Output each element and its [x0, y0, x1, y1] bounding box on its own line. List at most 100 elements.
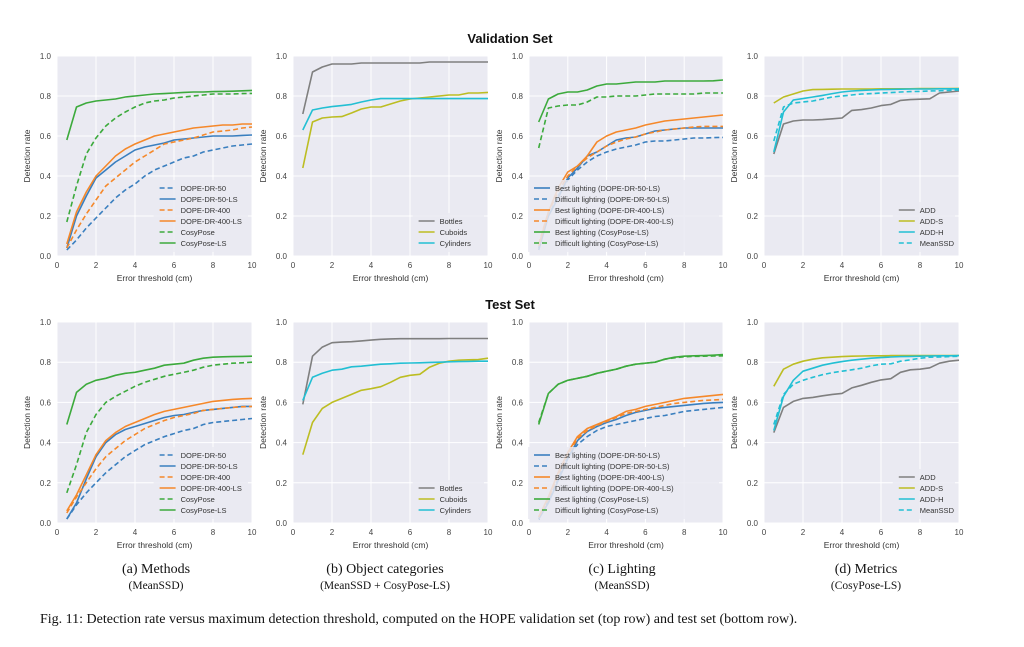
legend-label: Best lighting (DOPE-DR-50-LS): [555, 451, 661, 460]
x-tick-label: 6: [172, 261, 177, 270]
legend: DOPE-DR-50 DOPE-DR-50-LS DOPE-DR-400 DOPE-D…: [153, 180, 248, 252]
y-axis-label: Detection rate: [258, 396, 268, 449]
legend-label: DOPE-DR-50: [181, 184, 226, 193]
x-tick-label: 8: [682, 528, 687, 537]
y-tick-label: 1.0: [512, 318, 524, 327]
y-tick-label: 0.2: [747, 479, 759, 488]
x-tick-label: 2: [566, 261, 571, 270]
legend-box: [528, 180, 719, 252]
legend: Bottles Cuboids Cylinders: [412, 480, 484, 519]
y-tick-label: 0.0: [512, 519, 524, 528]
subplot-caption-a-title: (a) Methods: [121, 562, 191, 577]
legend-label: Cuboids: [440, 228, 468, 237]
x-tick-label: 4: [369, 528, 374, 537]
subplot-caption-a: (a) Methods (MeanSSD): [122, 562, 190, 592]
x-tick-label: 8: [447, 528, 452, 537]
series-line-cuboids: [302, 357, 489, 455]
x-axis-label: Error threshold (cm): [117, 540, 193, 550]
series-line-bottles: [302, 61, 488, 115]
row-title-test: Test Set: [485, 297, 535, 312]
y-tick-label: 0.2: [40, 479, 52, 488]
series-line-dope-dr-400-ls: [66, 123, 252, 245]
subplot-caption-c-subtitle: (MeanSSD): [594, 580, 650, 592]
series-line-difficult-lighting-dope-dr-400-ls-: [537, 125, 723, 245]
row-title-validation: Validation Set: [467, 31, 553, 46]
chart-validation-b: 0 2 4 6 8 10 0.0 0.2 0.4 0.6 0.8 1.0 Error threshold…: [258, 52, 493, 283]
y-axis-label: Detection rate: [494, 396, 504, 449]
series-line-difficult-lighting-cosypose-ls-: [537, 355, 724, 423]
y-tick-label: 0.2: [40, 212, 52, 221]
y-tick-label: 0.8: [747, 358, 759, 367]
y-tick-label: 0.6: [40, 398, 52, 407]
legend: DOPE-DR-50 DOPE-DR-50-LS DOPE-DR-400 DOPE-D…: [153, 447, 248, 519]
subplot-caption-b: (b) Object categories (MeanSSD + CosyPos…: [320, 562, 450, 592]
subplot-caption-d: (d) Metrics (CosyPose-LS): [831, 562, 901, 592]
x-tick-label: 6: [879, 261, 884, 270]
y-tick-label: 1.0: [747, 52, 759, 61]
y-tick-label: 0.0: [512, 252, 524, 261]
series-line-add: [773, 90, 960, 155]
legend-label: Best lighting (DOPE-DR-400-LS): [555, 473, 665, 482]
legend-box: [153, 447, 248, 519]
legend-label: DOPE-DR-400: [181, 473, 231, 482]
legend-label: CosyPose-LS: [181, 239, 227, 248]
legend-label: Best lighting (CosyPose-LS): [555, 228, 649, 237]
x-tick-label: 2: [801, 261, 806, 270]
subplot-caption-d-subtitle: (CosyPose-LS): [830, 580, 902, 592]
series-line-dope-dr-400: [66, 126, 253, 249]
legend: ADD ADD-S ADD-H MeanSSD: [892, 469, 955, 519]
x-tick-label: 4: [133, 261, 138, 270]
y-tick-label: 1.0: [747, 318, 759, 327]
series-line-best-lighting-cosypose-ls-: [537, 79, 724, 123]
legend-label: ADD-H: [920, 495, 944, 504]
chart-validation-d: 0 2 4 6 8 10 0.0 0.2 0.4 0.6 0.8 1.0 Error threshold…: [729, 52, 964, 283]
chart-test-b: 0 2 4 6 8 10 0.0 0.2 0.4 0.6 0.8 1.0 Error threshold…: [258, 318, 493, 550]
y-tick-label: 1.0: [512, 52, 524, 61]
x-tick-label: 2: [330, 261, 335, 270]
series-line-bottles: [302, 337, 488, 405]
x-tick-label: 10: [484, 261, 493, 270]
x-tick-label: 0: [291, 528, 296, 537]
x-tick-label: 4: [369, 261, 374, 270]
legend-box: [153, 180, 248, 252]
y-tick-label: 0.6: [747, 132, 759, 141]
legend-label: Cylinders: [440, 506, 472, 515]
subplot-caption-d-title: (d) Metrics: [834, 562, 898, 577]
y-tick-label: 0.8: [40, 358, 52, 367]
legend-label: ADD-S: [920, 484, 943, 493]
y-tick-label: 0.0: [40, 519, 52, 528]
x-tick-label: 0: [291, 261, 296, 270]
series-line-meanssd: [773, 89, 960, 142]
series-line-add: [773, 359, 960, 433]
y-tick-label: 0.2: [747, 212, 759, 221]
chart-test-a: 0 2 4 6 8 10 0.0 0.2 0.4 0.6 0.8 1.0 Error threshold…: [22, 318, 257, 550]
x-tick-label: 0: [55, 528, 60, 537]
y-tick-label: 1.0: [40, 318, 52, 327]
y-tick-label: 0.6: [276, 132, 288, 141]
legend-label: Cuboids: [440, 495, 468, 504]
x-tick-label: 10: [248, 261, 257, 270]
legend-box: [528, 447, 719, 519]
legend-label: Bottles: [440, 217, 463, 226]
series-line-dope-dr-50: [66, 143, 253, 251]
x-tick-label: 0: [55, 261, 60, 270]
y-tick-label: 0.4: [40, 172, 52, 181]
y-tick-label: 1.0: [276, 318, 288, 327]
y-tick-label: 0.4: [747, 172, 759, 181]
legend: Best lighting (DOPE-DR-50-LS) Difficult l…: [528, 447, 719, 519]
legend-label: DOPE-DR-50-LS: [181, 462, 238, 471]
series-line-best-lighting-dope-dr-50-ls-: [537, 127, 723, 251]
x-tick-label: 0: [527, 528, 532, 537]
chart-validation-c: 0 2 4 6 8 10 0.0 0.2 0.4 0.6 0.8 1.0 Error threshold…: [494, 52, 728, 283]
legend: Best lighting (DOPE-DR-50-LS) Difficult l…: [528, 180, 719, 252]
legend-label: ADD-S: [920, 217, 943, 226]
series-line-cosypose-ls: [66, 355, 253, 425]
legend-label: MeanSSD: [920, 506, 955, 515]
legend-label: Difficult lighting (DOPE-DR-50-LS): [555, 195, 670, 204]
series-line-dope-dr-400-ls: [66, 397, 253, 512]
x-tick-label: 2: [94, 261, 99, 270]
y-tick-label: 0.6: [747, 398, 759, 407]
x-axis-label: Error threshold (cm): [353, 540, 429, 550]
series-line-best-lighting-dope-dr-400-ls-: [537, 114, 724, 247]
